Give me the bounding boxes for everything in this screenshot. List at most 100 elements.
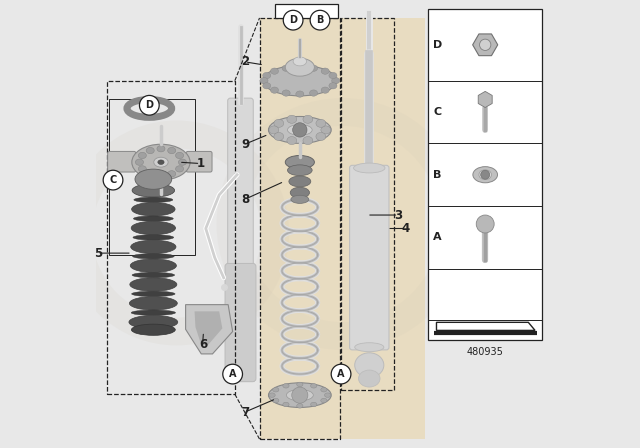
Circle shape — [292, 123, 307, 137]
Ellipse shape — [131, 324, 175, 335]
Text: B: B — [433, 170, 442, 180]
Ellipse shape — [136, 159, 143, 165]
Circle shape — [310, 10, 330, 30]
Ellipse shape — [291, 195, 309, 203]
Ellipse shape — [130, 278, 177, 291]
Circle shape — [284, 10, 303, 30]
Ellipse shape — [131, 240, 176, 254]
Ellipse shape — [271, 87, 278, 93]
Ellipse shape — [316, 133, 326, 141]
Ellipse shape — [269, 116, 332, 143]
Ellipse shape — [321, 87, 329, 93]
Circle shape — [140, 95, 159, 115]
Ellipse shape — [303, 137, 313, 145]
Ellipse shape — [134, 197, 173, 202]
Ellipse shape — [138, 152, 147, 159]
FancyBboxPatch shape — [260, 18, 425, 439]
Ellipse shape — [135, 169, 172, 189]
Text: A: A — [433, 233, 442, 242]
Text: 9: 9 — [241, 138, 249, 151]
Circle shape — [479, 39, 491, 51]
Ellipse shape — [316, 119, 326, 127]
Text: C: C — [433, 107, 442, 117]
Ellipse shape — [262, 73, 271, 79]
Ellipse shape — [133, 235, 173, 240]
Ellipse shape — [131, 259, 177, 272]
Ellipse shape — [310, 383, 317, 388]
Text: 4: 4 — [401, 222, 410, 235]
Ellipse shape — [179, 159, 186, 165]
Ellipse shape — [282, 65, 290, 71]
Ellipse shape — [289, 176, 311, 187]
Ellipse shape — [321, 126, 331, 134]
Ellipse shape — [282, 90, 290, 96]
Polygon shape — [195, 311, 222, 345]
Ellipse shape — [131, 221, 175, 235]
Ellipse shape — [146, 147, 154, 154]
Ellipse shape — [168, 147, 176, 154]
Text: 6: 6 — [199, 337, 207, 351]
Ellipse shape — [168, 171, 176, 177]
Ellipse shape — [479, 170, 492, 180]
Ellipse shape — [303, 115, 313, 123]
Ellipse shape — [274, 119, 284, 127]
Ellipse shape — [263, 65, 337, 96]
Ellipse shape — [273, 398, 279, 403]
Circle shape — [332, 364, 351, 384]
Ellipse shape — [310, 90, 317, 96]
Text: D: D — [289, 15, 297, 25]
Ellipse shape — [290, 187, 310, 198]
FancyBboxPatch shape — [275, 4, 338, 18]
Ellipse shape — [262, 82, 271, 89]
Circle shape — [481, 170, 490, 179]
Ellipse shape — [285, 155, 314, 169]
Ellipse shape — [321, 398, 327, 403]
Ellipse shape — [132, 254, 174, 259]
Ellipse shape — [287, 115, 297, 123]
FancyBboxPatch shape — [225, 263, 256, 382]
Ellipse shape — [132, 291, 175, 297]
Text: C: C — [109, 175, 116, 185]
Ellipse shape — [138, 166, 147, 172]
Ellipse shape — [154, 157, 168, 167]
Ellipse shape — [296, 64, 304, 70]
FancyBboxPatch shape — [428, 9, 541, 340]
FancyBboxPatch shape — [349, 165, 389, 350]
Text: 7: 7 — [241, 405, 249, 419]
Ellipse shape — [324, 393, 331, 397]
Ellipse shape — [285, 58, 314, 76]
Ellipse shape — [175, 166, 184, 172]
Text: D: D — [145, 100, 154, 110]
Text: 5: 5 — [93, 246, 102, 260]
Ellipse shape — [283, 402, 289, 407]
Ellipse shape — [283, 383, 289, 388]
Ellipse shape — [274, 133, 284, 141]
Ellipse shape — [358, 370, 380, 387]
Text: A: A — [337, 369, 345, 379]
Text: B: B — [316, 15, 324, 25]
Ellipse shape — [260, 78, 268, 84]
Ellipse shape — [310, 65, 317, 71]
Text: 2: 2 — [241, 55, 249, 69]
Ellipse shape — [297, 382, 303, 387]
Ellipse shape — [157, 172, 165, 179]
Ellipse shape — [271, 68, 278, 74]
Text: 1: 1 — [196, 157, 205, 170]
Ellipse shape — [473, 167, 497, 183]
Ellipse shape — [273, 388, 279, 392]
FancyBboxPatch shape — [108, 151, 136, 172]
Ellipse shape — [287, 165, 312, 176]
Circle shape — [223, 364, 243, 384]
Ellipse shape — [329, 73, 337, 79]
Ellipse shape — [287, 137, 297, 145]
Ellipse shape — [332, 78, 340, 84]
Ellipse shape — [269, 393, 275, 397]
Text: 8: 8 — [241, 193, 249, 206]
Ellipse shape — [129, 315, 178, 329]
Ellipse shape — [132, 202, 175, 216]
Ellipse shape — [133, 216, 173, 221]
Text: D: D — [433, 40, 442, 50]
Circle shape — [476, 215, 494, 233]
Ellipse shape — [132, 144, 190, 180]
Polygon shape — [186, 305, 233, 354]
